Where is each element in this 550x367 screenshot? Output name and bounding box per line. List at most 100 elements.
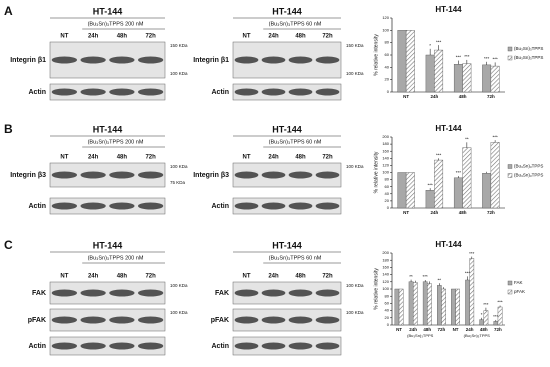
y-tick-label: 80	[385, 40, 390, 45]
lane-label: NT	[243, 274, 251, 280]
band	[288, 316, 313, 324]
y-tick-label: 120	[382, 15, 389, 20]
band	[80, 316, 106, 324]
bar	[405, 172, 415, 209]
band	[234, 342, 259, 350]
row-label: Integrin β3	[10, 172, 46, 179]
x-tick-label: 24h	[430, 210, 438, 215]
bar	[462, 147, 472, 209]
bar	[422, 281, 428, 326]
row-label: pFAK	[28, 317, 46, 324]
band	[261, 88, 286, 96]
x-tick-label: 72h	[494, 327, 502, 332]
bar	[405, 30, 415, 93]
panel-letter: A	[4, 4, 13, 18]
significance: ***	[428, 182, 434, 187]
condition: (Bu₃Sn)₃TPPS 200 nM	[88, 21, 144, 27]
row-label: FAK	[215, 290, 229, 297]
band	[288, 342, 313, 350]
significance: ***	[423, 274, 429, 279]
significance: *	[429, 43, 431, 48]
y-axis-label: % relative intensity	[373, 34, 379, 76]
band	[315, 88, 340, 96]
lane-label: 24h	[88, 274, 99, 280]
x-tick-label: 72h	[487, 94, 495, 99]
y-axis-label: % relative intensity	[373, 151, 379, 193]
bar	[425, 190, 435, 209]
bar	[482, 64, 492, 93]
band	[80, 171, 106, 179]
y-tick-label: 120	[382, 279, 389, 284]
blot-membrane	[49, 336, 166, 356]
lane-label: NT	[60, 274, 68, 280]
significance: **	[438, 277, 442, 282]
blot-title: HT-144	[272, 240, 302, 250]
size-marker: 150 KDa	[170, 43, 188, 48]
x-tick-label: 72h	[438, 327, 446, 332]
panel-letter: C	[4, 238, 13, 252]
size-marker: 100 KDa	[170, 71, 188, 76]
significance: ***	[465, 271, 471, 276]
condition: (Bu₃Sn)₃TPPS 200 nM	[88, 255, 144, 261]
band	[51, 316, 78, 324]
legend-label: FAK	[514, 280, 523, 285]
bar	[483, 310, 489, 326]
y-tick-label: 60	[385, 300, 390, 305]
significance: ***	[456, 55, 462, 60]
band	[288, 289, 313, 297]
band	[234, 202, 259, 210]
size-marker: 100 KDa	[346, 283, 364, 288]
chart-title: HT-144	[435, 5, 462, 14]
band	[261, 342, 286, 350]
y-tick-label: 200	[382, 134, 389, 139]
lane-label: 48h	[117, 34, 128, 40]
band	[80, 56, 106, 64]
bar	[455, 288, 461, 326]
band	[261, 289, 286, 297]
row-label: pFAK	[211, 317, 229, 324]
bar	[451, 288, 456, 326]
band	[109, 88, 135, 96]
y-tick-label: 60	[385, 184, 390, 189]
legend-swatch	[507, 55, 513, 61]
bar	[441, 288, 446, 326]
lane-label: NT	[243, 34, 251, 40]
band	[137, 88, 164, 96]
size-marker: 100 KDa	[170, 310, 188, 315]
blot-title: HT-144	[93, 6, 123, 16]
lane-label: 72h	[322, 274, 333, 280]
bar	[493, 321, 499, 326]
significance: ***	[492, 57, 498, 62]
y-tick-label: 140	[382, 155, 389, 160]
band	[137, 316, 164, 324]
bar	[469, 258, 475, 326]
band	[315, 316, 340, 324]
lane-label: NT	[60, 155, 68, 161]
x-tick-label: 72h	[487, 210, 495, 215]
x-tick-label: 48h	[480, 327, 488, 332]
band	[261, 56, 286, 64]
x-tick-label: 48h	[459, 94, 467, 99]
lane-label: 24h	[88, 155, 99, 161]
bar	[394, 288, 400, 326]
y-tick-label: 60	[385, 52, 390, 57]
bar	[425, 54, 435, 93]
band	[137, 171, 164, 179]
lane-label: 48h	[295, 34, 306, 40]
y-tick-label: 80	[385, 177, 390, 182]
band	[234, 171, 259, 179]
band	[288, 171, 313, 179]
blot-title: HT-144	[93, 240, 123, 250]
lane-label: 24h	[268, 274, 279, 280]
blot-membrane	[232, 197, 342, 215]
chart-title: HT-144	[435, 240, 462, 249]
y-tick-label: 20	[385, 315, 390, 320]
y-tick-label: 200	[382, 250, 389, 255]
band	[261, 202, 286, 210]
condition: (Bu₃Sn)₃TPPS 60 nM	[269, 255, 322, 261]
legend-swatch	[507, 173, 513, 178]
size-marker: 100 KDa	[170, 164, 188, 169]
y-tick-label: 40	[385, 308, 390, 313]
bar	[397, 172, 407, 209]
y-tick-label: 80	[385, 293, 390, 298]
